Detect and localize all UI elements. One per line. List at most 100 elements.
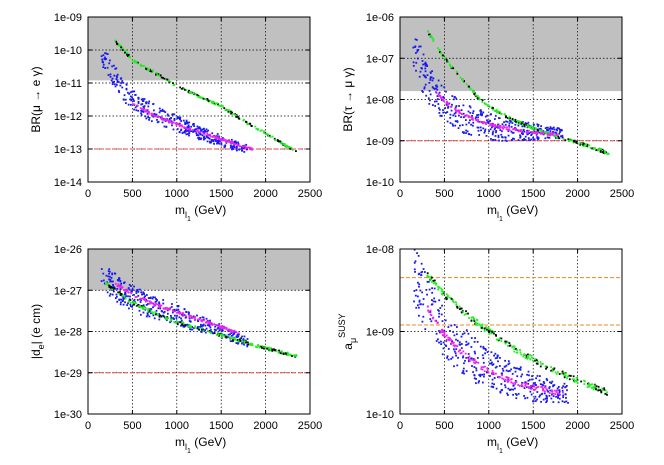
blue-point [473, 366, 476, 368]
blue-point [519, 368, 522, 371]
blue-point [563, 382, 566, 385]
blue-point [524, 135, 527, 138]
green-point [573, 379, 576, 382]
blue-point [506, 120, 509, 123]
green-point [194, 326, 196, 329]
blue-point [150, 120, 153, 123]
blue-point [434, 105, 437, 107]
blue-point [428, 81, 431, 84]
blue-point [154, 113, 157, 116]
magenta-point [209, 133, 211, 136]
blue-point [176, 314, 178, 317]
green-point [165, 316, 168, 319]
blue-point [148, 315, 151, 318]
blue-point [122, 298, 125, 300]
magenta-point [459, 349, 462, 352]
green-point [261, 347, 263, 349]
magenta-point [506, 126, 508, 129]
blue-point [553, 384, 556, 387]
blue-point [438, 107, 440, 110]
blue-point [209, 329, 212, 331]
green-point [583, 383, 586, 385]
blue-point [473, 377, 476, 380]
magenta-point [531, 131, 534, 133]
green-point [290, 146, 292, 149]
blue-point [484, 130, 486, 132]
magenta-point [492, 125, 495, 128]
green-point [133, 61, 136, 63]
blue-point [107, 275, 110, 278]
magenta-point [540, 385, 543, 388]
green-point [592, 388, 595, 391]
blue-point [189, 320, 192, 323]
blue-point [196, 327, 199, 330]
green-point [165, 316, 167, 319]
green-point [440, 290, 443, 293]
blue-point [463, 131, 465, 134]
blue-point [452, 124, 455, 127]
blue-point [159, 307, 162, 310]
blue-point [108, 62, 111, 65]
blue-point [550, 127, 553, 130]
green-point [207, 330, 210, 332]
blue-point [521, 138, 524, 141]
blue-point [530, 387, 532, 390]
blue-point [511, 131, 514, 134]
green-point [446, 60, 449, 63]
blue-point [464, 119, 467, 122]
green-point [488, 330, 491, 333]
green-point [212, 102, 214, 105]
blue-point [108, 59, 111, 62]
blue-point [416, 281, 419, 284]
blue-point [474, 352, 477, 355]
blue-point [425, 63, 428, 66]
blue-point [145, 102, 148, 105]
green-point [603, 388, 606, 391]
blue-point [523, 130, 526, 133]
green-point [478, 323, 481, 326]
blue-point [200, 323, 202, 326]
blue-point [418, 272, 421, 275]
blue-point [440, 343, 443, 346]
green-point [504, 342, 507, 345]
magenta-point [442, 331, 444, 333]
magenta-point [480, 366, 483, 369]
blue-point [452, 114, 455, 117]
blue-point [150, 308, 153, 310]
green-point [459, 76, 462, 79]
magenta-point [234, 143, 237, 146]
green-point [593, 384, 596, 387]
magenta-point [141, 108, 143, 111]
green-point [116, 42, 119, 45]
magenta-point [158, 306, 161, 309]
blue-point [236, 342, 239, 345]
blue-point [545, 377, 548, 380]
green-point [539, 361, 542, 364]
blue-point [486, 351, 489, 353]
blue-point [521, 125, 524, 128]
blue-point [452, 348, 455, 351]
blue-point [533, 130, 536, 133]
blue-point [216, 327, 219, 330]
blue-point [531, 385, 533, 387]
blue-point [492, 138, 495, 141]
magenta-point [531, 387, 534, 390]
magenta-point [228, 140, 231, 143]
blue-point [431, 79, 434, 82]
green-point [506, 341, 509, 344]
blue-point [429, 93, 432, 96]
green-point [585, 143, 588, 146]
green-point [601, 388, 604, 391]
green-point [527, 124, 529, 127]
blue-point [113, 272, 116, 275]
blue-point [520, 375, 523, 378]
blue-point [493, 354, 495, 357]
green-point [214, 103, 217, 106]
green-point [156, 314, 159, 316]
blue-point [516, 375, 519, 378]
green-point [456, 306, 459, 309]
blue-point [121, 300, 124, 303]
blue-point [510, 120, 513, 123]
green-point [445, 298, 448, 301]
blue-point [447, 326, 450, 328]
